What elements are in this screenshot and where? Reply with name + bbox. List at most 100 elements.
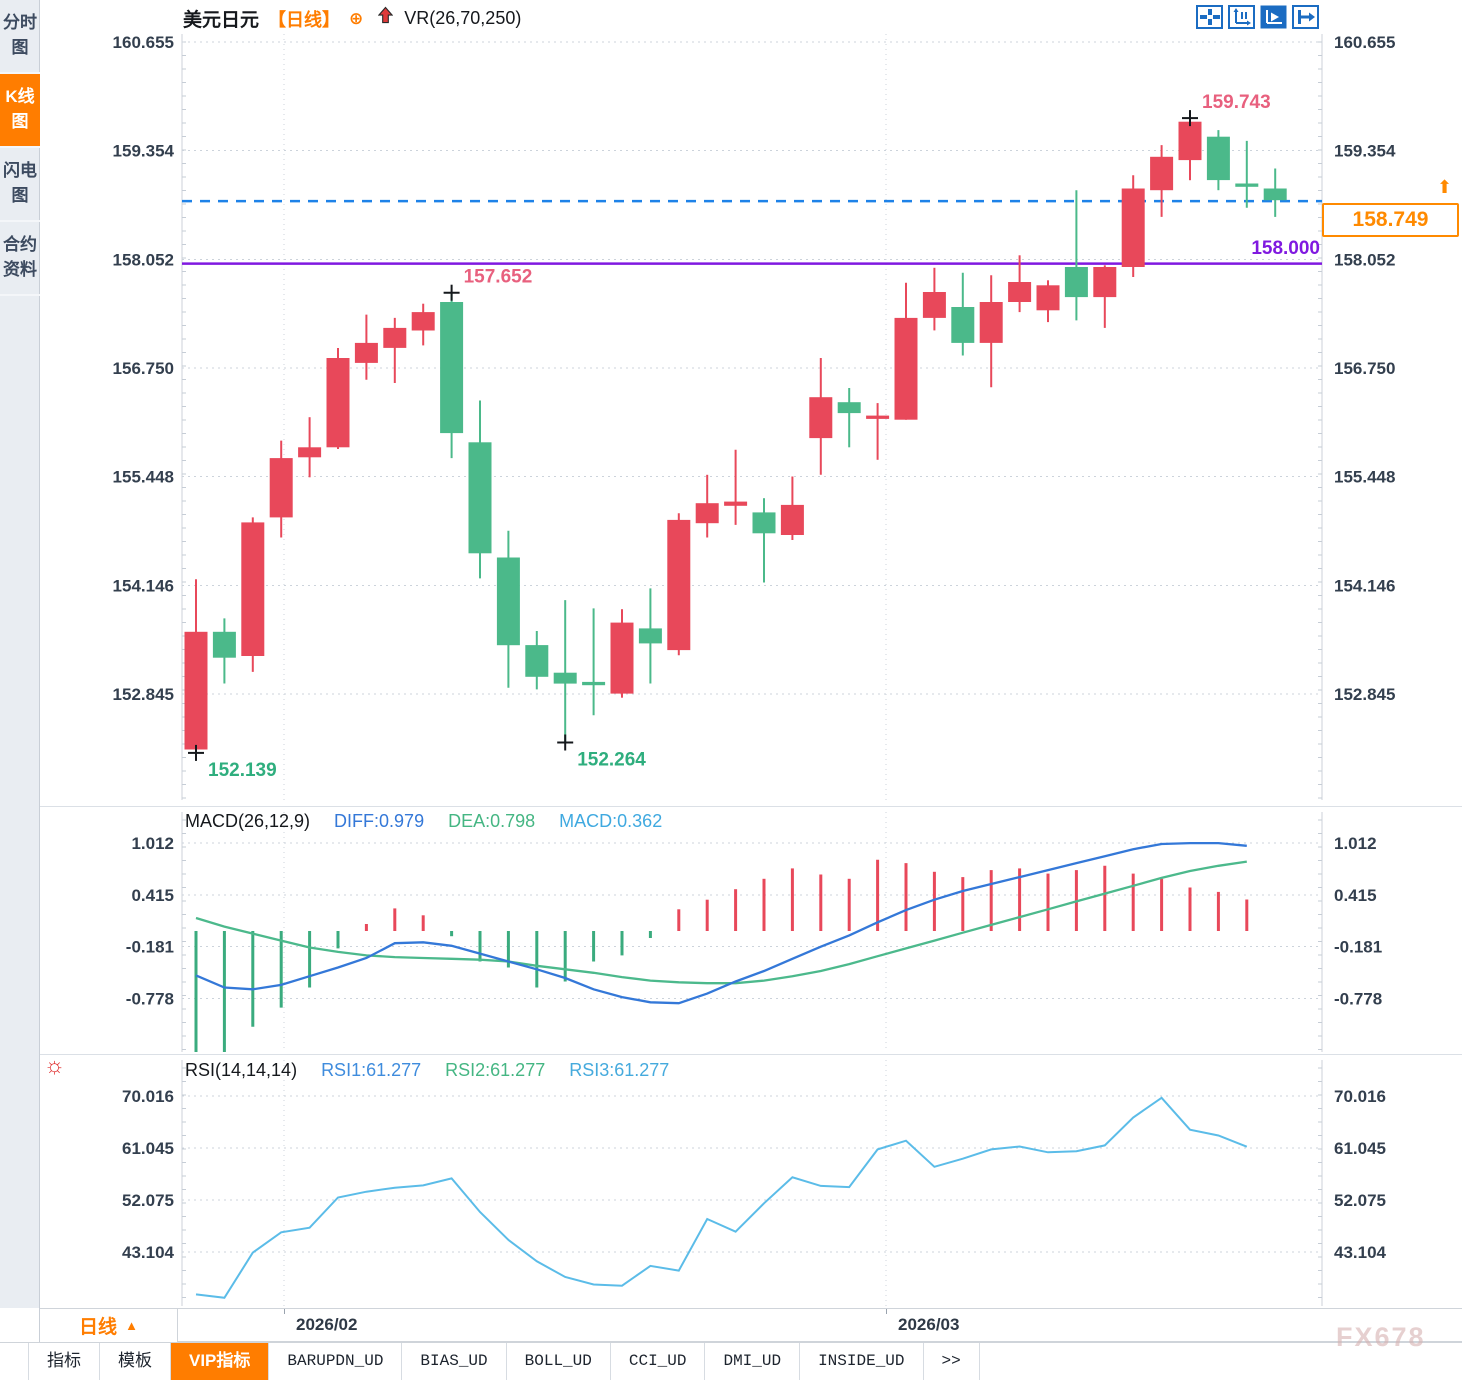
month-tick bbox=[886, 1309, 887, 1314]
candle-body bbox=[922, 292, 946, 318]
y-axis-label: 0.415 bbox=[131, 886, 174, 905]
macd-label: MACD(26,12,9) bbox=[185, 811, 311, 831]
macd-dea-value: DEA:0.798 bbox=[448, 811, 536, 831]
y-axis-label: 156.750 bbox=[1334, 359, 1395, 378]
bottom-tab-5[interactable]: BIAS_UD bbox=[402, 1343, 507, 1380]
x-axis-strip: 日线 ▲ 2026/02 2026/03 bbox=[40, 1308, 1462, 1342]
y-axis-label: 159.354 bbox=[1334, 142, 1396, 161]
y-axis-label: -0.778 bbox=[1334, 990, 1382, 1009]
period-selector-label: 日线 bbox=[79, 1317, 118, 1338]
candle-body bbox=[184, 631, 208, 750]
y-axis-label: 159.354 bbox=[113, 142, 175, 161]
sidebar-tab-2[interactable]: K线图 bbox=[0, 74, 40, 148]
candle-body bbox=[241, 522, 265, 656]
candle-body bbox=[780, 504, 804, 535]
up-signal-arrow-icon bbox=[377, 6, 394, 29]
axis-scale-icon[interactable] bbox=[1228, 5, 1255, 29]
indicator-tab-bar: 指标 模板 VIP指标 BARUPDN_UD BIAS_UD BOLL_UD CCI_UD D… bbox=[0, 1342, 1462, 1380]
sidebar-tab-4[interactable]: 合约资料 bbox=[0, 222, 40, 296]
indicator-settings-sun-icon[interactable]: ☼ bbox=[44, 1052, 66, 1078]
jump-to-latest-icon[interactable] bbox=[1292, 5, 1319, 29]
y-axis-label: 70.016 bbox=[1334, 1087, 1386, 1106]
candle-body bbox=[1263, 188, 1287, 201]
rsi-header: RSI(14,14,14) RSI1:61.277 RSI2:61.277 RS… bbox=[185, 1060, 669, 1081]
candle-body bbox=[951, 307, 975, 343]
bottom-tab-8[interactable]: DMI_UD bbox=[705, 1343, 801, 1380]
y-axis-label: 0.415 bbox=[1334, 886, 1377, 905]
low-annotation: 152.139 bbox=[208, 760, 277, 781]
y-axis-label: 61.045 bbox=[122, 1139, 174, 1158]
bottom-tab-1[interactable]: 指标 bbox=[29, 1343, 100, 1380]
playback-autofit-icon[interactable] bbox=[1260, 5, 1287, 29]
candle-body bbox=[1178, 121, 1202, 161]
macd-dea-line bbox=[195, 860, 1247, 985]
support-level-label: 158.000 bbox=[1251, 238, 1320, 259]
x-axis-month-label: 2026/02 bbox=[296, 1315, 358, 1334]
candle-body bbox=[979, 302, 1003, 343]
y-axis-label: 155.448 bbox=[1334, 468, 1395, 487]
chart-toolbar bbox=[1196, 5, 1319, 29]
bottom-tab-2[interactable]: 模板 bbox=[100, 1343, 171, 1380]
y-axis-label: 160.655 bbox=[1334, 33, 1395, 52]
macd-hist-value: MACD:0.362 bbox=[559, 811, 663, 831]
y-axis-label: 152.845 bbox=[113, 685, 174, 704]
period-selector-button[interactable]: 日线 ▲ bbox=[40, 1309, 178, 1342]
candle-body bbox=[837, 402, 861, 414]
candle-body bbox=[525, 645, 549, 677]
candle-body bbox=[894, 317, 918, 420]
panel-separator bbox=[40, 806, 1462, 807]
bottom-tab-9[interactable]: INSIDE_UD bbox=[800, 1343, 924, 1380]
candle-body bbox=[1150, 156, 1174, 191]
candle-body bbox=[1206, 136, 1230, 181]
candle-body bbox=[667, 519, 691, 651]
y-axis-label: 154.146 bbox=[1334, 576, 1395, 595]
panel-separator bbox=[40, 1054, 1462, 1055]
candle-body bbox=[638, 628, 662, 644]
high-annotation: 157.652 bbox=[464, 267, 533, 288]
add-indicator-icon[interactable]: ⊕ bbox=[349, 9, 364, 28]
chart-canvas[interactable]: 160.655 160.655 159.354 159.354 158.052 158.0… bbox=[0, 0, 1462, 1310]
bottom-tab-3[interactable]: VIP指标 bbox=[171, 1343, 270, 1380]
candle-body bbox=[383, 327, 407, 348]
candle-body bbox=[468, 442, 492, 554]
macd-diff-line bbox=[195, 841, 1247, 1005]
y-axis-label: -0.778 bbox=[126, 990, 174, 1009]
bottom-tab-4[interactable]: BARUPDN_UD bbox=[269, 1343, 403, 1380]
y-axis-label: 158.052 bbox=[113, 250, 174, 269]
y-axis-label: 43.104 bbox=[1334, 1243, 1387, 1262]
candle-body bbox=[411, 312, 435, 331]
tab-bar-lead-cell bbox=[0, 1343, 29, 1380]
candle-body bbox=[354, 342, 378, 363]
y-axis-label: -0.181 bbox=[1334, 938, 1382, 957]
sidebar-tab-1[interactable]: 分时图 bbox=[0, 0, 40, 74]
pan-crosshair-icon[interactable] bbox=[1196, 5, 1223, 29]
candle-body bbox=[212, 631, 236, 658]
rsi-line bbox=[195, 1096, 1248, 1299]
y-axis-label: 52.075 bbox=[122, 1191, 174, 1210]
period-selector-arrow-icon: ▲ bbox=[125, 1318, 138, 1333]
candle-body bbox=[752, 512, 776, 534]
high-annotation: 159.743 bbox=[1202, 92, 1271, 113]
y-axis-label: 158.052 bbox=[1334, 250, 1395, 269]
candle-body bbox=[724, 501, 748, 506]
bottom-tab-7[interactable]: CCI_UD bbox=[611, 1343, 706, 1380]
bottom-tab-10[interactable]: >> bbox=[924, 1343, 980, 1380]
sidebar-tab-3[interactable]: 闪电图 bbox=[0, 148, 40, 222]
candle-body bbox=[1008, 282, 1032, 302]
left-sidebar: 分时图 K线图 闪电图 合约资料 bbox=[0, 0, 40, 1380]
y-axis-label: 61.045 bbox=[1334, 1139, 1386, 1158]
y-axis-label: 1.012 bbox=[1334, 834, 1377, 853]
current-price-tag: 158.749 bbox=[1322, 203, 1459, 237]
rsi1-value: RSI1:61.277 bbox=[321, 1060, 422, 1080]
candle-body bbox=[582, 681, 606, 686]
extreme-cross-marker bbox=[1182, 110, 1198, 127]
candle-body bbox=[496, 557, 520, 646]
extreme-cross-marker bbox=[188, 744, 204, 761]
y-axis-label: 154.146 bbox=[113, 576, 174, 595]
macd-header: MACD(26,12,9) DIFF:0.979 DEA:0.798 MACD:… bbox=[185, 811, 662, 832]
symbol-title: 美元日元 bbox=[183, 10, 260, 31]
y-axis-label: 156.750 bbox=[113, 359, 174, 378]
y-axis-label: 1.012 bbox=[131, 834, 174, 853]
bottom-tab-6[interactable]: BOLL_UD bbox=[507, 1343, 611, 1380]
price-up-arrow-icon: ⬆ bbox=[1437, 177, 1453, 197]
